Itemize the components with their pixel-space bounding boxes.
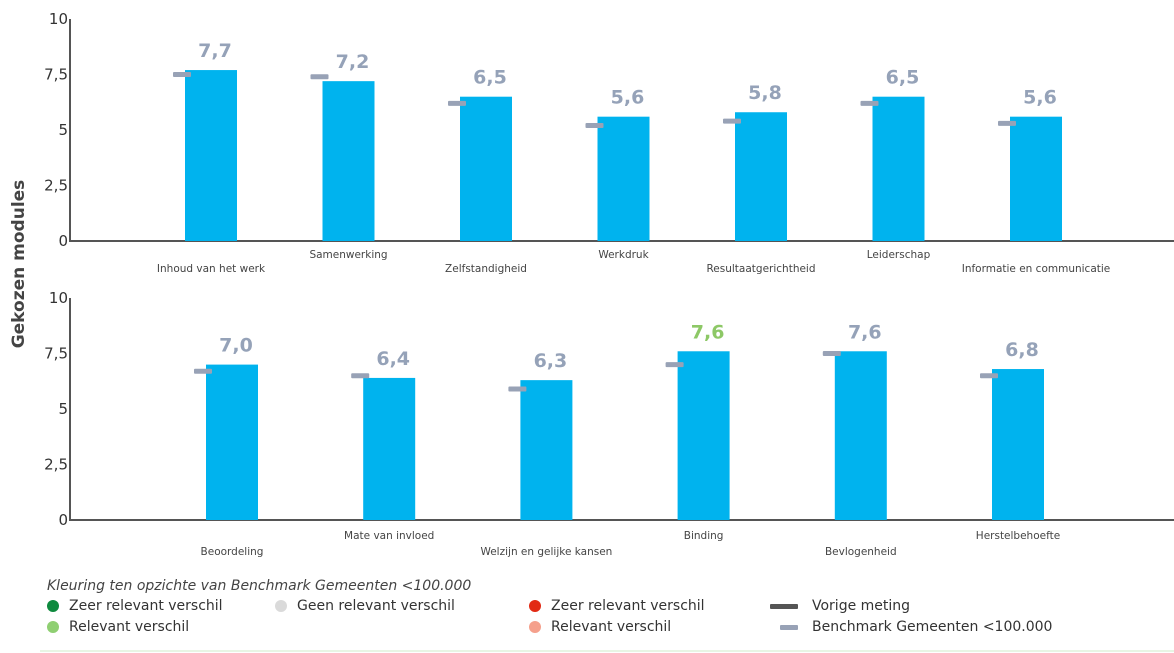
- bar: [834, 351, 887, 520]
- legend-item-benchmark: Benchmark Gemeenten <100.000: [780, 619, 1052, 635]
- red-dot-icon: [529, 600, 541, 612]
- legend-label: Relevant verschil: [69, 619, 190, 635]
- category-label: Informatie en communicatie: [962, 263, 1111, 275]
- legend-label: Benchmark Gemeenten <100.000: [812, 619, 1053, 635]
- grey-dot-icon: [275, 600, 287, 612]
- legend-items: Zeer relevant verschil Relevant verschil…: [47, 598, 1157, 642]
- y-tick-label: 2,5: [44, 177, 68, 195]
- y-tick-label: 10: [49, 289, 68, 307]
- benchmark-marker: [822, 351, 841, 356]
- legend-item-zeer-relevant-positief: Zeer relevant verschil: [47, 598, 223, 614]
- category-label: Binding: [684, 530, 724, 542]
- y-tick-label: 7,5: [44, 66, 68, 84]
- y-tick-label: 5: [58, 400, 68, 418]
- value-label: 6,5: [886, 67, 920, 89]
- category-label: Werkdruk: [598, 249, 649, 261]
- value-label: 5,8: [748, 82, 782, 104]
- legend-label: Zeer relevant verschil: [551, 598, 705, 614]
- legend-item-relevant-negatief: Relevant verschil: [529, 619, 671, 635]
- benchmark-marker: [665, 362, 684, 368]
- bar: [206, 364, 258, 520]
- legend-label: Geen relevant verschil: [297, 598, 455, 614]
- value-label: 6,5: [473, 67, 507, 89]
- bar: [735, 112, 787, 242]
- y-tick-label: 0: [58, 232, 68, 250]
- bar: [677, 351, 730, 520]
- legend-title: Kleuring ten opzichte van Benchmark Geme…: [47, 578, 472, 594]
- benchmark-marker: [508, 386, 527, 392]
- y-tick-label: 5: [58, 121, 68, 139]
- value-label: 7,7: [198, 40, 232, 62]
- bar: [322, 81, 375, 241]
- legend-item-zeer-relevant-negatief: Zeer relevant verschil: [529, 598, 705, 614]
- bar: [460, 96, 512, 241]
- y-tick-label: 2,5: [44, 456, 68, 474]
- y-axis-label: Gekozen modules: [9, 180, 29, 349]
- benchmark-marker: [980, 373, 998, 379]
- category-label: Samenwerking: [309, 249, 387, 261]
- legend-item-geen-relevant: Geen relevant verschil: [275, 598, 455, 614]
- benchmark-marker: [173, 72, 191, 77]
- category-label: Zelfstandigheid: [445, 263, 527, 275]
- bar-charts: 0 2,5 5 7,5 10 7,7 Inhoud van het werk 7,2 Samen…: [9, 10, 1174, 558]
- salmon-dot-icon: [529, 621, 541, 633]
- y-tick-label: 10: [49, 10, 68, 28]
- category-label: Resultaatgerichtheid: [706, 263, 815, 275]
- legend-label: Zeer relevant verschil: [69, 598, 223, 614]
- category-label: Welzijn en gelijke kansen: [480, 546, 612, 558]
- bottom-divider: [40, 650, 1174, 652]
- bar: [872, 96, 925, 241]
- benchmark-marker: [194, 368, 212, 374]
- value-label: 7,6: [848, 321, 882, 343]
- chart-panel-1: 0 2,5 5 7,5 10 7,7 Inhoud van het werk 7,2 Samen…: [44, 10, 1174, 275]
- value-label: 6,4: [376, 348, 410, 370]
- legend-item-relevant-positief: Relevant verschil: [47, 619, 189, 635]
- legend-item-vorige-meting: Vorige meting: [770, 598, 910, 614]
- category-label: Inhoud van het werk: [157, 263, 266, 275]
- value-label: 5,6: [1023, 87, 1057, 109]
- bar: [1010, 116, 1062, 241]
- legend: Kleuring ten opzichte van Benchmark Geme…: [47, 578, 1157, 642]
- legend-label: Vorige meting: [812, 598, 911, 614]
- benchmark-marker: [351, 373, 370, 379]
- value-label: 7,0: [219, 335, 253, 357]
- chart-panel-2: 0 2,5 5 7,5 10 7,0 Beoordeling 6,4 Mate van invl…: [44, 289, 1174, 558]
- category-label: Beoordeling: [201, 546, 264, 558]
- bar: [185, 70, 237, 241]
- category-label: Mate van invloed: [344, 530, 434, 542]
- value-label: 7,2: [336, 51, 370, 73]
- benchmark-marker: [310, 74, 329, 80]
- bar: [363, 377, 416, 520]
- y-tick-label: 0: [58, 511, 68, 529]
- bar: [597, 116, 650, 241]
- category-label: Leiderschap: [867, 249, 931, 261]
- benchmark-marker: [448, 100, 466, 106]
- benchmark-marker: [998, 120, 1016, 126]
- bar: [520, 380, 573, 520]
- benchmark-marker: [860, 100, 879, 106]
- value-label: 6,8: [1005, 339, 1039, 361]
- dark-green-dot-icon: [47, 600, 59, 612]
- value-label: 6,3: [534, 350, 568, 372]
- category-label: Bevlogenheid: [825, 546, 897, 558]
- bar: [992, 369, 1044, 520]
- benchmark-line-icon: [780, 624, 798, 630]
- benchmark-marker: [585, 123, 604, 129]
- light-green-dot-icon: [47, 621, 59, 633]
- category-label: Herstelbehoefte: [976, 530, 1060, 542]
- dark-line-icon: [770, 603, 798, 609]
- y-tick-label: 7,5: [44, 345, 68, 363]
- value-label: 7,6: [691, 321, 725, 343]
- legend-label: Relevant verschil: [551, 619, 672, 635]
- benchmark-marker: [723, 118, 741, 124]
- value-label: 5,6: [611, 87, 645, 109]
